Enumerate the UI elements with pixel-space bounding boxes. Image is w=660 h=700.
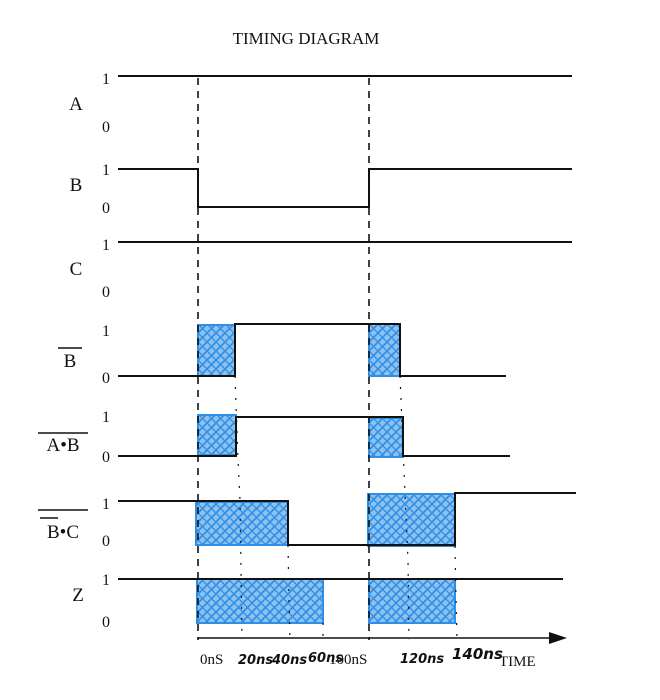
hatch-b-not-1-pattern — [198, 325, 235, 376]
signal-label-a: A 1 0 — [69, 71, 110, 136]
level-high-a-nand-b: 1 — [102, 409, 110, 426]
signal-name-a-nand-b: A•B — [46, 435, 79, 456]
signal-label-bnot-nand-c: B•C 1 0 — [38, 496, 110, 550]
signal-label-z: Z 1 0 — [72, 572, 110, 631]
hatch-bnot-nand-c-1-pattern — [196, 502, 288, 545]
level-low-bnot-nand-c: 0 — [102, 533, 110, 550]
waveform-bnot-nand-c — [118, 492, 576, 546]
waveforms — [118, 75, 576, 580]
hatch-a-nand-b-1-pattern — [198, 415, 236, 455]
hatch-bnot-nand-c-2-pattern — [368, 494, 455, 546]
level-high-b: 1 — [102, 162, 110, 179]
hatch-a-nand-b-2-pattern — [369, 418, 403, 457]
handwritten-tick-120ns: 120ns — [400, 652, 444, 667]
level-low-z: 0 — [102, 614, 110, 631]
level-low-a: 0 — [102, 119, 110, 136]
level-high-b-not: 1 — [102, 323, 110, 340]
signal-name-z: Z — [72, 585, 84, 606]
hatch-z-2-pattern — [369, 579, 455, 623]
handwritten-tick-140ns: 140ns — [452, 645, 503, 663]
level-high-bnot-nand-c: 1 — [102, 496, 110, 513]
signal-name-bnot-nand-c: B•C — [47, 522, 79, 543]
handwritten-guide-lines — [234, 375, 458, 645]
waveform-a-nand-b — [118, 416, 510, 457]
handwritten-tick-60ns: 60ns — [308, 651, 343, 666]
level-high-a: 1 — [102, 71, 110, 88]
hatch-z-1-pattern — [197, 579, 323, 623]
level-low-c: 0 — [102, 284, 110, 301]
diagram-title: TIMING DIAGRAM — [233, 29, 380, 48]
handwritten-tick-20ns: 20ns — [238, 653, 273, 668]
signal-name-b-not: B — [64, 351, 77, 372]
level-high-z: 1 — [102, 572, 110, 589]
handwritten-tick-40ns: 40ns — [271, 653, 307, 668]
time-axis-arrowhead — [549, 632, 567, 644]
waveform-b — [118, 168, 572, 208]
time-axis-label: TIME — [499, 654, 536, 670]
signal-label-a-nand-b: A•B 1 0 — [38, 409, 110, 466]
signal-label-c: C 1 0 — [70, 237, 110, 301]
level-low-b-not: 0 — [102, 370, 110, 387]
signal-label-b: B 1 0 — [70, 162, 110, 217]
tick-label-100ns: 100nS — [329, 652, 367, 668]
signal-label-b-not: B 1 0 — [58, 323, 110, 387]
hatch-b-not-2-pattern — [369, 324, 400, 376]
signal-name-b: B — [70, 175, 83, 196]
level-low-b: 0 — [102, 200, 110, 217]
level-low-a-nand-b: 0 — [102, 449, 110, 466]
tick-label-0ns: 0nS — [200, 652, 223, 668]
signal-name-a: A — [69, 94, 83, 115]
time-axis: TIME 0nS 100nS 20ns 40ns 60ns 120ns 140n… — [198, 632, 567, 670]
signal-name-c: C — [70, 259, 83, 280]
guide-line-40ns — [287, 544, 291, 643]
waveform-b-not — [118, 323, 506, 377]
level-high-c: 1 — [102, 237, 110, 254]
